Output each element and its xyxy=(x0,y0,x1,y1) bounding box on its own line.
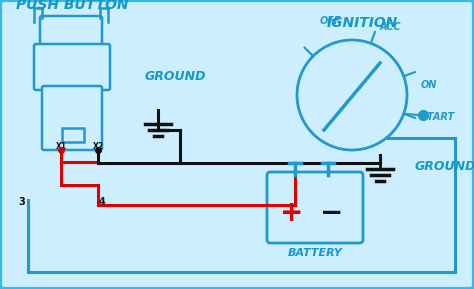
Text: GROUND: GROUND xyxy=(144,70,206,83)
Circle shape xyxy=(297,40,407,150)
FancyBboxPatch shape xyxy=(267,172,363,243)
FancyBboxPatch shape xyxy=(42,86,102,150)
Text: +: + xyxy=(280,199,304,227)
FancyBboxPatch shape xyxy=(40,16,102,48)
Text: IGNITION: IGNITION xyxy=(327,16,398,30)
Text: X1: X1 xyxy=(56,142,67,151)
Text: OFF: OFF xyxy=(319,16,341,26)
Text: START: START xyxy=(421,112,455,122)
Text: BATTERY: BATTERY xyxy=(288,248,342,258)
Text: −: − xyxy=(320,199,344,227)
Text: 3: 3 xyxy=(18,197,25,207)
Text: X2: X2 xyxy=(93,142,104,151)
Text: GROUND: GROUND xyxy=(415,160,474,173)
Bar xyxy=(62,128,84,142)
Text: ACC: ACC xyxy=(380,22,401,32)
Text: 4: 4 xyxy=(99,197,106,207)
Text: ON: ON xyxy=(421,80,438,90)
Text: PUSH BUTTON: PUSH BUTTON xyxy=(16,0,128,12)
FancyBboxPatch shape xyxy=(34,44,110,90)
